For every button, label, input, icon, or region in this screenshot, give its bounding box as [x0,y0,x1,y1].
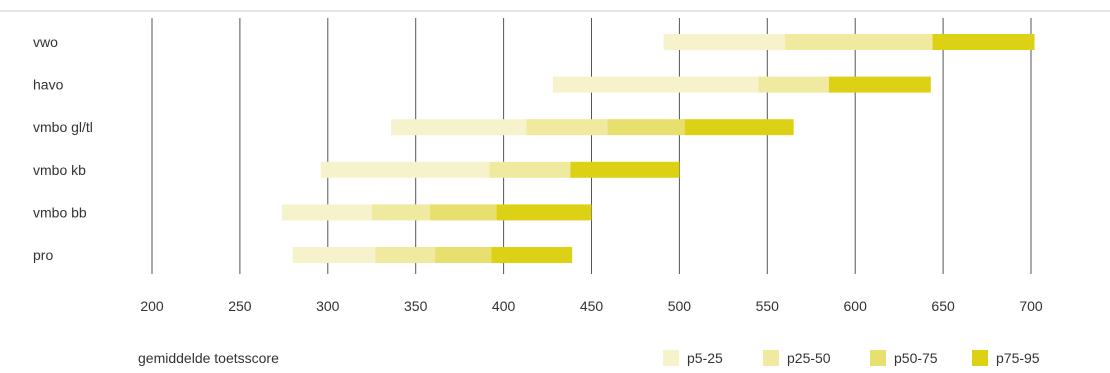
bar-4-p5-25 [282,204,372,221]
bar-3-p5-25 [320,161,490,178]
legend-item-p50-75: p50-75 [870,350,938,366]
legend-swatch-p75-95 [972,350,988,366]
x-axis-label: gemiddelde toetsscore [138,350,279,366]
bar-0-p25-50 [784,34,933,50]
bar-5-p25-50 [375,247,436,263]
x-tick-label-500: 500 [668,298,692,314]
legend-swatch-p25-50 [763,350,779,366]
bar-4-p25-50 [371,204,430,221]
category-label-2: vmbo gl/tl [33,119,93,135]
legend-label-p50-75: p50-75 [894,350,938,366]
legend-label-p25-50: p25-50 [787,350,831,366]
x-tick-label-700: 700 [1019,298,1043,314]
legend-item-p75-95: p75-95 [972,350,1040,366]
bar-1-p75-95 [828,76,931,93]
gridlines [151,18,1032,274]
legend-label-p75-95: p75-95 [996,350,1040,366]
x-tick-label-350: 350 [404,298,428,314]
category-label-1: havo [33,77,64,93]
x-tick-label-550: 550 [756,298,780,314]
bar-5-p75-95 [491,247,573,263]
category-label-4: vmbo bb [33,204,87,220]
x-tick-label-600: 600 [844,298,868,314]
footer: gemiddelde toetsscore p5-25 p25-50 p50-7… [0,340,1110,373]
bar-5-p5-25 [292,247,376,263]
bar-4-p50-75 [429,204,497,221]
x-tick-label-250: 250 [228,298,252,314]
bar-3-p75-95 [570,161,680,178]
x-tick-label-300: 300 [316,298,340,314]
bar-0-p75-95 [932,34,1035,50]
bar-1-p5-25 [552,76,759,93]
bar-2-p75-95 [684,119,794,136]
bar-2-p50-75 [607,119,685,136]
legend-label-p5-25: p5-25 [687,350,723,366]
bar-1-p25-50 [758,76,829,93]
bar-0-p5-25 [663,34,785,50]
category-label-5: pro [33,247,53,263]
x-tick-label-450: 450 [580,298,604,314]
category-label-0: vwo [33,34,58,50]
category-label-3: vmbo kb [33,162,86,178]
legend-item-p25-50: p25-50 [763,350,831,366]
bar-2-p25-50 [526,119,608,136]
bar-5-p50-75 [435,247,492,263]
legend-swatch-p50-75 [870,350,886,366]
bar-3-p25-50 [489,161,571,178]
legend-swatch-p5-25 [663,350,679,366]
bars [282,34,1035,263]
category-labels: vwo havo vmbo gl/tl vmbo kb vmbo bb pro [33,34,93,263]
x-tick-labels: 200 250 300 350 400 450 500 550 600 650 700 [140,298,1043,314]
bar-2-p5-25 [391,119,527,136]
bar-4-p75-95 [496,204,592,221]
x-tick-label-400: 400 [492,298,516,314]
x-tick-label-200: 200 [140,298,164,314]
legend-item-p5-25: p5-25 [663,350,723,366]
x-tick-label-650: 650 [931,298,955,314]
